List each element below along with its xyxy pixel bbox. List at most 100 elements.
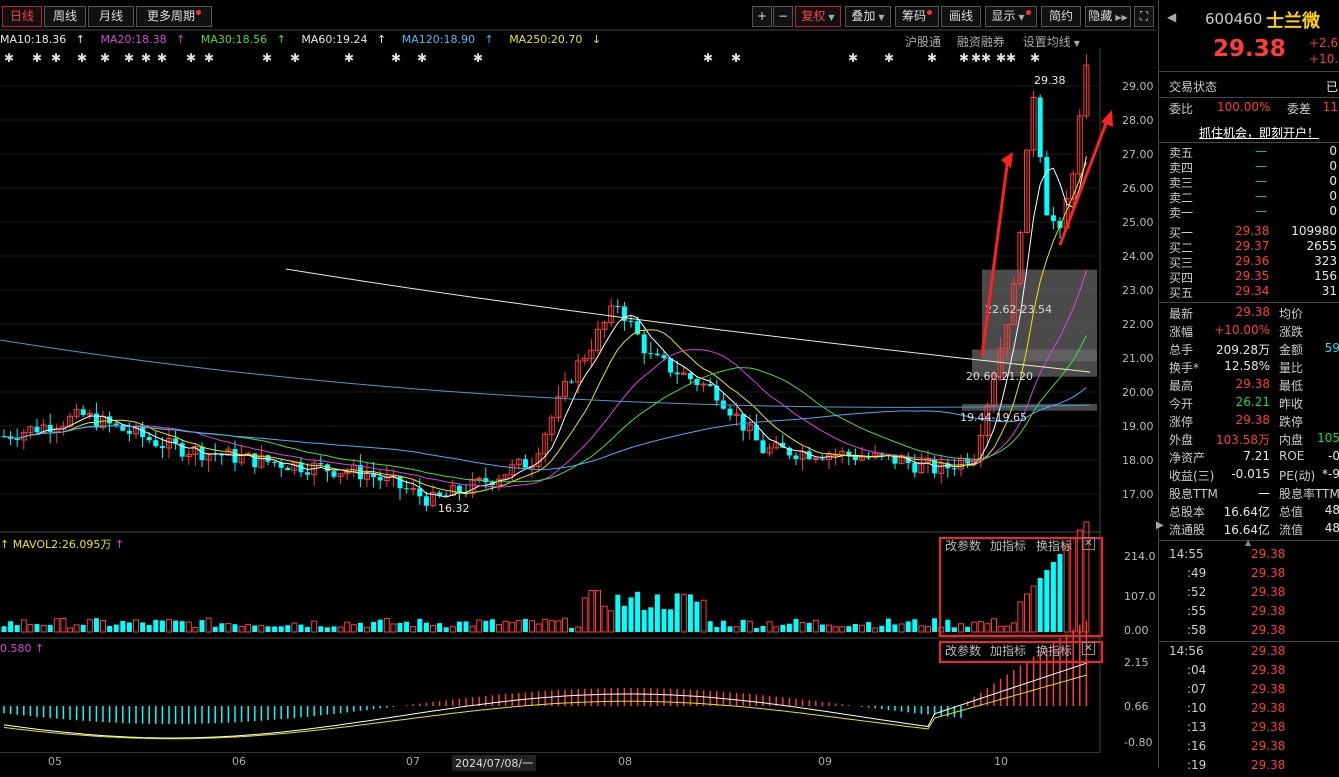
close-icon[interactable]: ✕	[1082, 537, 1095, 550]
candle-body-up	[1076, 115, 1083, 175]
price-axis-label: 26.00	[1122, 182, 1154, 195]
macd-add-indicator-button[interactable]: 加指标	[990, 644, 1027, 658]
close-icon[interactable]: ✕	[1082, 642, 1095, 655]
candle-body-up	[192, 446, 199, 455]
fuquan-button[interactable]: 复权 ▼	[795, 6, 841, 27]
volume-bar-up	[509, 621, 516, 633]
x-tick-06: 06	[232, 755, 246, 768]
volume-bar-up	[40, 625, 47, 633]
trend-arrow	[980, 157, 1010, 357]
tick-price: 29.38	[1251, 547, 1286, 561]
macd-switch-indicator-button[interactable]: 换指标	[1036, 644, 1073, 658]
candle-body-up	[746, 424, 753, 432]
kline-chart-area[interactable]: 29.00 28.00 27.00 26.00 25.00 24.00 23.00 22.00…	[0, 0, 1156, 771]
buy-level-label: 买四	[1169, 271, 1194, 285]
expand-panel-icon[interactable]: ▶	[1156, 520, 1164, 531]
kline-chart-canvas[interactable]: 29.00 28.00 27.00 26.00 25.00 24.00 23.00 22.00…	[0, 0, 1156, 768]
display-button[interactable]: 显示 ▼	[985, 6, 1037, 27]
candle-body-up	[258, 454, 265, 468]
rzrq-link[interactable]: 融资融券	[956, 35, 1005, 49]
tab-daily[interactable]: 日线	[2, 6, 42, 27]
price-axis-label: 22.00	[1122, 318, 1154, 331]
notify-dot-icon	[196, 10, 201, 15]
quote-value: *-9	[1322, 467, 1339, 481]
quote-value: 103.58万	[1216, 433, 1270, 447]
weibi-label: 委比	[1169, 102, 1194, 116]
vol-change-params-button[interactable]: 改参数	[945, 539, 982, 553]
ma120-text: MA120:18.90	[401, 33, 475, 46]
candle-body-down	[1057, 220, 1063, 228]
candle-body-down	[569, 381, 575, 383]
volume-bar-up	[542, 618, 549, 633]
sell-level-label: 卖五	[1169, 146, 1194, 160]
candle-body-up	[938, 462, 945, 474]
quote-row: 股息TTM 一股息率TTM	[1169, 485, 1339, 503]
candle-body-down	[443, 495, 449, 497]
price-axis-label: 28.00	[1122, 114, 1154, 127]
volume-bar-down	[569, 627, 575, 632]
hide-button[interactable]: 隐藏 ▶▶	[1085, 6, 1131, 27]
volume-bar-down	[615, 594, 621, 632]
open-account-link[interactable]: 抓住机会，即刻开户！	[1199, 126, 1320, 140]
weicha-value: 11	[1322, 100, 1338, 114]
tab-monthly[interactable]: 月线	[88, 6, 134, 27]
quote-label: 流通股	[1169, 523, 1206, 537]
up-arrow-icon: ↑	[484, 33, 494, 46]
quote-value: 26.21	[1235, 395, 1270, 409]
vol-add-indicator-button[interactable]: 加指标	[990, 539, 1027, 553]
draw-line-button[interactable]: 画线	[941, 6, 981, 27]
candle-body-down	[219, 454, 225, 456]
candle-body-up	[548, 417, 555, 435]
price-axis-label: 24.00	[1122, 250, 1154, 263]
candle-body-down	[47, 424, 53, 432]
period-toolbar: 日线 周线 月线 更多周期 + − 复权 ▼ 叠加 ▼ 筹码 画线 显示 ▼ 简约 隐…	[0, 4, 1156, 28]
up-arrow-icon: ↑	[176, 33, 186, 46]
tab-more-periods[interactable]: 更多周期	[136, 6, 212, 27]
zoom-out-button[interactable]: −	[773, 6, 793, 27]
orderbook-buy-row: 买五 29.34 31	[1169, 284, 1339, 300]
candle-body-up	[476, 477, 483, 480]
buy-price: 29.38	[1235, 224, 1270, 238]
event-star-icon: ✱	[157, 51, 167, 65]
volume-bar-down	[1, 626, 7, 632]
hgt-link[interactable]: 沪股通	[905, 35, 942, 49]
volume-bar-down	[786, 623, 792, 632]
set-ma-link[interactable]: 设置均线	[1022, 35, 1071, 49]
candle-body-up	[918, 461, 925, 474]
candle-body-up	[185, 453, 192, 458]
macd-change-params-button[interactable]: 改参数	[945, 644, 982, 658]
volume-bar-up	[1024, 593, 1030, 633]
orderbook-buy-row: 买二 29.37 2655	[1169, 239, 1339, 255]
tick-time: :16	[1187, 739, 1207, 753]
sell-level-label: 卖二	[1169, 191, 1194, 205]
quote-label: ROE	[1279, 449, 1305, 463]
volume-bar-up	[608, 610, 615, 633]
volume-bar-up	[898, 623, 905, 633]
fullscreen-button[interactable]: ⛶	[1134, 6, 1154, 27]
tick-price: 29.38	[1251, 663, 1286, 677]
vol-switch-indicator-button[interactable]: 换指标	[1036, 539, 1073, 553]
volume-bar-down	[885, 618, 891, 632]
volume-bar-down	[852, 624, 858, 632]
candle-body-down	[173, 438, 179, 444]
volume-bar-up	[344, 621, 351, 633]
fuquan-label: 复权	[801, 9, 826, 23]
tick-time: :58	[1187, 623, 1207, 637]
up-arrow-icon: ↑	[0, 538, 10, 551]
date-axis: 05 06 07 2024/07/08/一 08 09 10	[0, 752, 1100, 771]
volume-bar-up	[1030, 585, 1037, 633]
collapse-icon[interactable]: ▲	[1245, 538, 1252, 547]
sell-price: —	[1255, 159, 1267, 173]
prev-stock-icon[interactable]: ◀	[1167, 10, 1177, 24]
chips-button[interactable]: 筹码	[895, 6, 939, 27]
sell-volume: 0	[1329, 189, 1337, 203]
volume-bar-down	[727, 626, 733, 632]
candle-body-down	[780, 442, 786, 448]
tab-weekly[interactable]: 周线	[44, 6, 86, 27]
simple-button[interactable]: 简约	[1041, 6, 1081, 27]
overlay-button[interactable]: 叠加 ▼	[845, 6, 891, 27]
tab-more-label: 更多周期	[146, 9, 195, 23]
zoom-in-button[interactable]: +	[752, 6, 772, 27]
event-star-icon: ✱	[996, 51, 1006, 65]
quote-panel: ◀ 600460 士兰微 29.38 +2.67 +10.00% 交易状态 已 …	[1158, 0, 1339, 772]
